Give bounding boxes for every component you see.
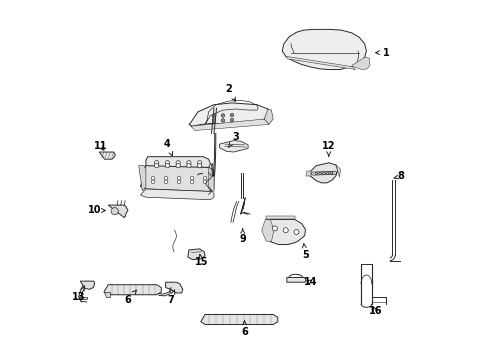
Circle shape — [154, 163, 159, 168]
Polygon shape — [187, 249, 204, 260]
Text: 7: 7 — [167, 290, 175, 305]
Text: 13: 13 — [72, 286, 85, 302]
Polygon shape — [108, 205, 128, 218]
Text: 9: 9 — [239, 229, 245, 244]
Polygon shape — [99, 152, 115, 159]
Polygon shape — [139, 166, 145, 191]
Polygon shape — [265, 216, 294, 220]
Text: 14: 14 — [304, 277, 317, 287]
Text: 1: 1 — [375, 48, 389, 58]
Circle shape — [154, 161, 159, 165]
Circle shape — [177, 176, 181, 180]
Circle shape — [176, 163, 180, 168]
Circle shape — [176, 161, 180, 165]
Polygon shape — [188, 103, 269, 126]
Circle shape — [190, 180, 193, 184]
Circle shape — [186, 163, 191, 168]
Polygon shape — [104, 285, 161, 295]
Polygon shape — [282, 30, 366, 69]
Text: 3: 3 — [228, 132, 239, 147]
Polygon shape — [208, 167, 214, 192]
Text: 2: 2 — [224, 84, 235, 101]
Polygon shape — [190, 119, 268, 131]
Polygon shape — [79, 297, 86, 299]
Circle shape — [283, 228, 287, 233]
Polygon shape — [140, 189, 214, 200]
Circle shape — [197, 161, 202, 165]
Circle shape — [164, 180, 167, 184]
Circle shape — [164, 176, 167, 180]
Polygon shape — [145, 157, 210, 167]
Polygon shape — [104, 292, 110, 297]
Text: 11: 11 — [93, 141, 107, 151]
Circle shape — [197, 163, 202, 168]
Polygon shape — [308, 163, 337, 183]
Polygon shape — [219, 140, 247, 152]
Text: 10: 10 — [88, 206, 105, 216]
Circle shape — [165, 161, 169, 165]
Polygon shape — [265, 220, 305, 244]
Polygon shape — [264, 109, 273, 125]
Circle shape — [230, 118, 233, 122]
Circle shape — [203, 176, 206, 180]
Text: 4: 4 — [163, 139, 172, 156]
Text: 16: 16 — [368, 306, 381, 316]
Circle shape — [190, 176, 193, 180]
Text: 6: 6 — [124, 290, 136, 305]
Circle shape — [212, 119, 215, 123]
Circle shape — [111, 208, 118, 215]
Polygon shape — [80, 281, 94, 289]
Circle shape — [177, 180, 181, 184]
Text: 8: 8 — [393, 171, 403, 181]
Circle shape — [293, 229, 298, 234]
Text: 6: 6 — [241, 321, 247, 337]
Text: 12: 12 — [322, 141, 335, 157]
Polygon shape — [201, 315, 277, 324]
Circle shape — [212, 114, 215, 118]
Polygon shape — [351, 57, 369, 69]
Polygon shape — [305, 171, 310, 176]
Circle shape — [221, 114, 224, 117]
Polygon shape — [286, 278, 305, 282]
Polygon shape — [140, 166, 214, 192]
Polygon shape — [165, 282, 183, 293]
Circle shape — [151, 180, 155, 184]
Polygon shape — [335, 165, 340, 177]
Circle shape — [272, 226, 277, 231]
Polygon shape — [285, 56, 355, 69]
Circle shape — [186, 161, 191, 165]
Circle shape — [203, 180, 206, 184]
Circle shape — [230, 113, 233, 117]
Circle shape — [165, 163, 169, 168]
Polygon shape — [261, 220, 273, 242]
Circle shape — [151, 176, 155, 180]
Circle shape — [221, 119, 224, 122]
Text: 15: 15 — [194, 255, 208, 267]
Text: 5: 5 — [302, 244, 308, 260]
